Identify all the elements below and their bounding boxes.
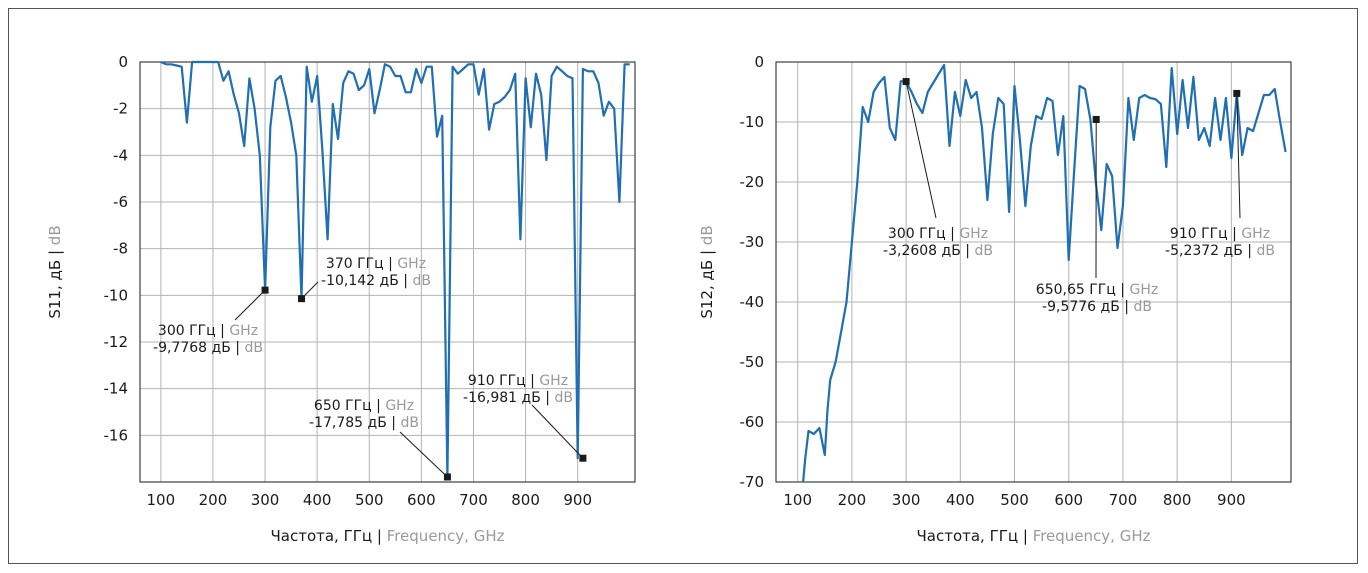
data-marker <box>579 454 587 462</box>
y-tick-label: -60 <box>740 413 765 431</box>
marker-label-frequency: 910 ГГц | GHz <box>468 373 568 389</box>
x-tick-label: 200 <box>199 491 228 509</box>
marker-label-value: -9,7768 дБ | dB <box>153 340 263 356</box>
marker-leader-line <box>905 81 937 219</box>
x-tick-label: 100 <box>783 491 812 509</box>
y-tick-label: 0 <box>754 53 764 71</box>
marker-leader-line <box>399 431 448 478</box>
marker-leader-line <box>234 289 266 321</box>
plot-area <box>775 61 1292 483</box>
x-tick-label: 700 <box>459 491 488 509</box>
y-axis-label: S11, дБ | dB <box>46 225 64 318</box>
y-tick-label: -16 <box>104 426 129 444</box>
chart-2: 100 200 300 400 500 600 700 800 900 0 -10 -20 -30 -40… <box>698 53 1292 545</box>
data-marker <box>443 473 451 481</box>
y-tick-label: 0 <box>118 53 128 71</box>
x-tick-label: 400 <box>946 491 975 509</box>
marker-label-value: -5,2372 дБ | dB <box>1165 243 1275 259</box>
y-tick-label: -20 <box>740 173 765 191</box>
data-marker <box>261 286 269 294</box>
x-tick-label: 500 <box>355 491 384 509</box>
series-line <box>802 63 1287 483</box>
y-tick-label: -10 <box>104 286 129 304</box>
plot-area <box>139 61 636 483</box>
x-tick-label: 400 <box>303 491 332 509</box>
y-tick-label: -12 <box>104 333 129 351</box>
y-tick-label: -70 <box>740 473 765 491</box>
x-tick-label: 600 <box>407 491 436 509</box>
data-marker <box>902 78 910 86</box>
y-tick-label: -30 <box>740 233 765 251</box>
x-tick-label: 500 <box>1000 491 1029 509</box>
x-tick-label: 700 <box>1109 491 1138 509</box>
data-marker <box>1092 115 1100 123</box>
series-line <box>160 60 630 479</box>
marker-label-value: -3,2608 дБ | dB <box>883 243 993 259</box>
chart-1: 100 200 300 400 500 600 700 800 900 0 -2 -4 -6 -8 -10 -… <box>46 53 636 545</box>
marker-label-frequency: 300 ГГц | GHz <box>888 226 988 242</box>
x-tick-label: 800 <box>1163 491 1192 509</box>
x-tick-label: 900 <box>1217 491 1246 509</box>
marker-label-frequency: 910 ГГц | GHz <box>1170 226 1270 242</box>
marker-leader-line <box>1236 93 1241 219</box>
marker-label-frequency: 300 ГГц | GHz <box>158 323 258 339</box>
y-tick-label: -8 <box>113 240 128 258</box>
y-tick-label: -2 <box>113 100 128 118</box>
figure-frame <box>8 8 1358 564</box>
x-tick-label: 300 <box>892 491 921 509</box>
y-tick-label: -6 <box>113 193 128 211</box>
y-tick-label: -4 <box>113 146 128 164</box>
y-axis-label: S12, дБ | dB <box>698 225 716 318</box>
data-marker <box>298 295 306 303</box>
marker-leader-line <box>531 404 584 459</box>
y-tick-label: -10 <box>740 113 765 131</box>
marker-label-frequency: 650,65 ГГц | GHz <box>1036 282 1158 298</box>
x-axis-label: Частота, ГГц | Frequency, GHz <box>270 527 504 545</box>
y-tick-label: -40 <box>740 293 765 311</box>
x-tick-label: 100 <box>147 491 176 509</box>
marker-label-value: -16,981 дБ | dB <box>463 390 573 406</box>
marker-label-value: -9,5776 дБ | dB <box>1042 299 1152 315</box>
y-tick-label: -14 <box>104 380 129 398</box>
x-tick-label: 600 <box>1054 491 1083 509</box>
x-tick-label: 300 <box>251 491 280 509</box>
marker-label-value: -17,785 дБ | dB <box>309 415 419 431</box>
marker-label-frequency: 370 ГГц | GHz <box>326 256 426 272</box>
x-tick-label: 800 <box>511 491 540 509</box>
marker-label-value: -10,142 дБ | dB <box>321 273 431 289</box>
marker-label-frequency: 650 ГГц | GHz <box>314 398 414 414</box>
y-tick-label: -50 <box>740 353 765 371</box>
x-tick-label: 200 <box>838 491 867 509</box>
data-marker <box>1233 89 1241 97</box>
x-axis-label: Частота, ГГц | Frequency, GHz <box>916 527 1150 545</box>
x-tick-label: 900 <box>563 491 592 509</box>
